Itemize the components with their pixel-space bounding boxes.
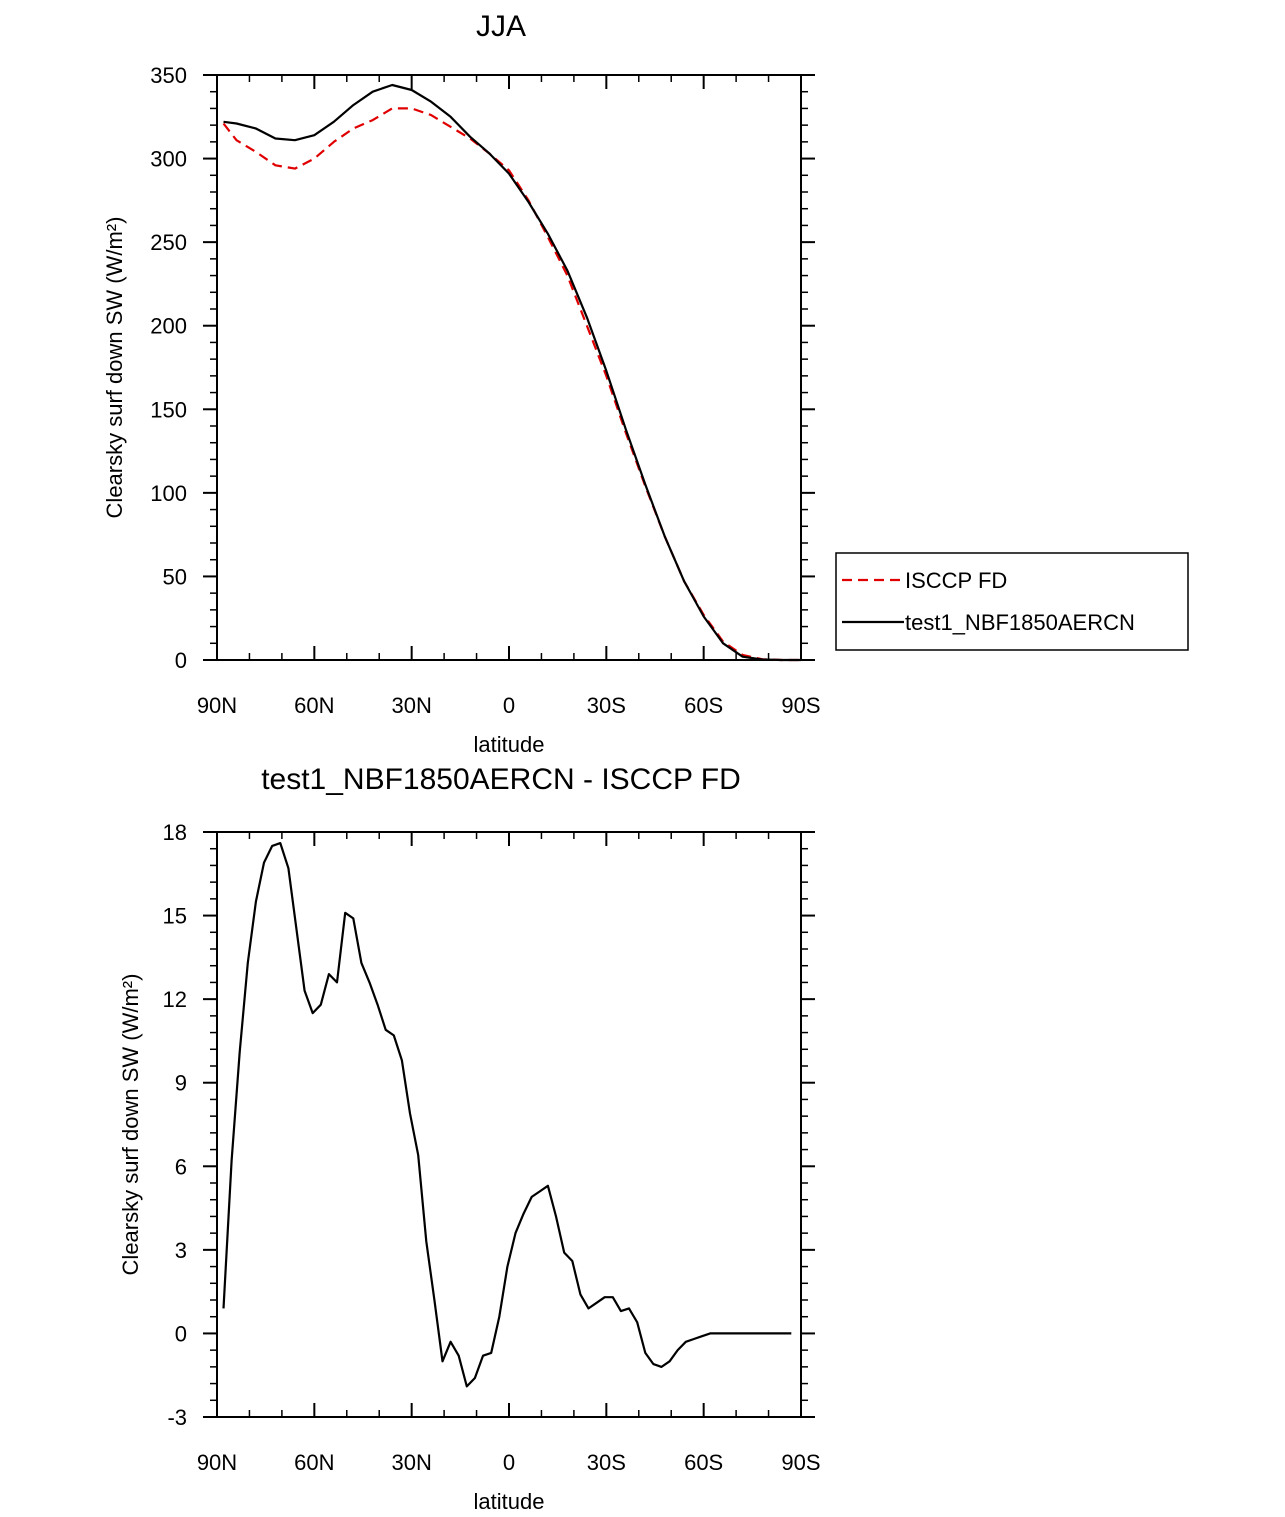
legend-box [835,552,1189,651]
x-tick-label: 30N [391,693,431,718]
series-line-1 [222,842,792,1388]
legend: ISCCP FD test1_NBF1850AERCN [835,552,1189,651]
x-tick-label: 60S [684,1450,723,1475]
x-tick-label: 30S [587,1450,626,1475]
series-line-2 [223,83,801,662]
legend-label-1: ISCCP FD [905,568,1007,593]
chart-title: test1_NBF1850AERCN - ISCCP FD [261,763,741,796]
y-tick-label: 12 [163,987,187,1012]
y-tick-label: 300 [150,147,187,172]
chart-panel-2: test1_NBF1850AERCN - ISCCP FD 90N 60N 30N 0 3… [118,763,821,1514]
x-tick-label: 90S [781,693,820,718]
x-tick-label: 30N [391,1450,431,1475]
y-tick-label: 200 [150,314,187,339]
y-tick-label: 350 [150,63,187,88]
chart-panel-1: JJA 90N 60N 30N 0 30S 60S 90S 0 50 100 150 200 250 300… [102,10,1189,757]
y-axis-label: Clearsky surf down SW (W/m²) [102,217,127,519]
y-tick-label: 9 [175,1071,187,1096]
plot-frame [216,831,802,1418]
y-tick-label: 3 [175,1238,187,1263]
series-line-1 [222,107,801,662]
x-tick-label: 90N [197,1450,237,1475]
x-tick-label: 0 [503,693,515,718]
y-axis-label: Clearsky surf down SW (W/m²) [118,974,143,1276]
x-axis-label: latitude [474,732,545,757]
x-tick-label: 0 [503,1450,515,1475]
y-tick-label: 150 [150,397,187,422]
x-tick-label: 90N [197,693,237,718]
y-tick-label: 250 [150,230,187,255]
chart-title: JJA [476,10,526,43]
x-tick-label: 30S [587,693,626,718]
y-tick-label: 100 [150,481,187,506]
y-tick-label: 50 [163,564,187,589]
y-tick-label: 0 [175,648,187,673]
y-tick-label: 0 [175,1321,187,1346]
y-tick-label: 18 [163,820,187,845]
legend-label-2: test1_NBF1850AERCN [905,610,1135,635]
y-tick-label: 6 [175,1154,187,1179]
x-tick-label: 60S [684,693,723,718]
x-axis-label: latitude [474,1489,545,1514]
x-tick-label: 60N [294,693,334,718]
x-tick-label: 60N [294,1450,334,1475]
y-tick-label: 15 [163,904,187,929]
x-tick-label: 90S [781,1450,820,1475]
y-tick-label: -3 [167,1405,187,1430]
